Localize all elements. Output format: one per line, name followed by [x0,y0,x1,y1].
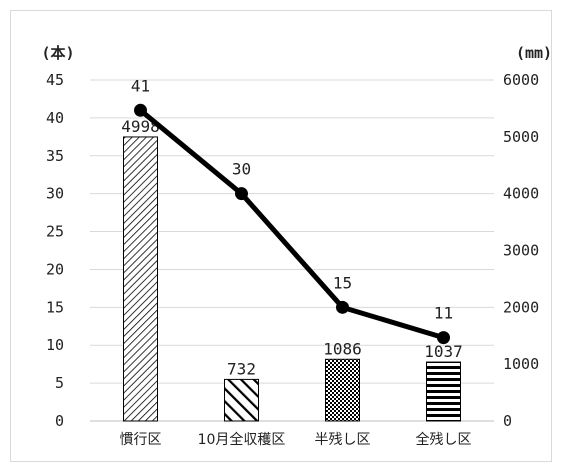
right-tick-label: 1000 [503,355,539,373]
line-point [437,331,450,345]
right-tick-label: 4000 [503,185,539,203]
category-label: 全残し区 [416,431,472,448]
left-tick-label: 35 [46,147,64,165]
left-tick-label: 30 [46,185,64,203]
line-point [235,187,248,201]
right-tick-label: 0 [503,412,512,430]
bar-series [123,136,461,422]
left-axis-unit: (本) [41,44,74,62]
series-line [138,108,445,341]
line-data-label: 15 [333,273,352,292]
bar-data-label: 4998 [121,117,160,136]
bar [426,361,461,422]
line-data-label: 30 [232,160,251,179]
left-axis: 0 5 10 15 20 25 30 35 40 45 [46,71,64,430]
right-tick-label: 5000 [503,128,539,146]
line-series [134,103,450,345]
right-tick-label: 6000 [503,71,539,89]
bar-data-label: 1037 [424,342,463,361]
right-tick-label: 2000 [503,298,539,316]
line-data-label: 11 [434,304,453,323]
category-label: 10月全収穫区 [198,431,286,448]
left-tick-label: 20 [46,260,64,278]
bar-data-label: 1086 [323,339,362,358]
left-tick-label: 40 [46,109,64,127]
category-label: 慣行区 [120,431,162,448]
line-point [336,300,349,314]
bar [325,358,360,422]
left-tick-label: 45 [46,71,64,89]
right-tick-label: 3000 [503,242,539,260]
left-tick-label: 10 [46,336,64,354]
category-label: 半残し区 [315,432,371,448]
left-tick-label: 5 [55,374,64,392]
bar [123,136,158,422]
left-tick-label: 25 [46,223,64,241]
category-axis: 慣行区 10月全収穫区 半残し区 全残し区 [120,431,472,448]
left-tick-label: 15 [46,298,64,316]
line-data-labels: 41 30 15 11 [131,76,453,322]
bar-data-labels: 4998 732 1086 1037 [121,117,463,378]
line-point [134,103,147,117]
left-tick-label: 0 [55,412,64,430]
line-data-label: 41 [131,76,150,95]
bar-data-label: 732 [227,359,256,378]
right-axis-unit: (mm) [516,44,552,62]
bar [224,378,259,422]
right-axis: 0 1000 2000 3000 4000 5000 6000 [503,71,539,430]
